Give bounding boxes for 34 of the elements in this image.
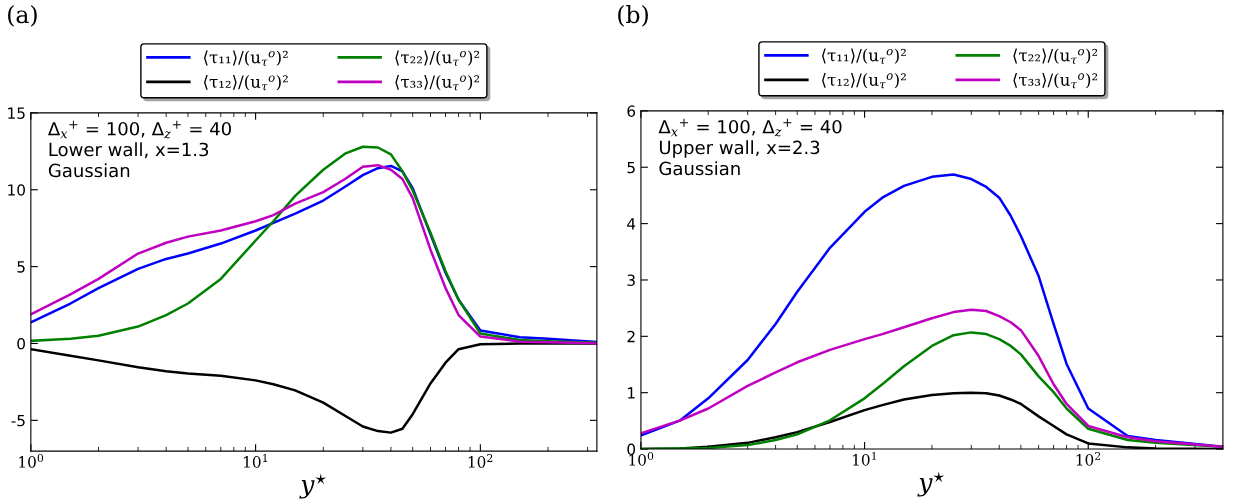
x-axis-title: y$^{⋆}$ [917, 471, 945, 497]
annotation: Lower wall, x=1.3 [49, 142, 209, 159]
y-tick-label: 15 [8, 107, 25, 119]
y-tick-label: 0 [17, 337, 25, 350]
legend-label: ⟨τ₁₂⟩/(u$_{τ}$$^{o}$)² [204, 75, 288, 91]
legend-label: ⟨τ₃₃⟩/(u$_{τ}$$^{o}$)² [395, 75, 480, 91]
annotation: Gaussian [659, 161, 740, 176]
y-tick-label: 10 [8, 184, 25, 196]
legend-label: ⟨τ₁₁⟩/(u$_{τ}$$^{o}$)² [822, 48, 906, 64]
annotation: Δ$_{x}$$^{+}$ = 100, Δ$_{z}$$^{+}$ = 40 [47, 120, 231, 139]
x-tick-label: 10$^{1}$ [853, 451, 877, 466]
y-tick-label: 5 [17, 261, 25, 273]
y-tick-label: 3 [627, 274, 635, 286]
legend-label: ⟨τ₁₂⟩/(u$_{τ}$$^{o}$)² [822, 72, 906, 89]
annotation: Δ$_{x}$$^{+}$ = 100, Δ$_{z}$$^{+}$ = 40 [658, 118, 842, 137]
legend-label: ⟨τ₂₂⟩/(u$_{τ}$$^{o}$)² [1013, 48, 1098, 64]
chart-title: (a) [8, 5, 37, 27]
annotation: Upper wall, x=2.3 [659, 140, 820, 158]
y-tick-label: 1 [628, 387, 635, 399]
y-tick-label: 2 [627, 330, 635, 343]
legend-label: ⟨τ₁₁⟩/(u$_{τ}$$^{o}$)² [204, 50, 288, 66]
x-tick-label: 10$^{2}$ [1076, 451, 1101, 466]
annotation: Gaussian [48, 163, 130, 178]
legend-label: ⟨τ₂₂⟩/(u$_{τ}$$^{o}$)² [395, 50, 480, 66]
x-tick-label: 10$^{1}$ [244, 453, 268, 468]
legend-label: ⟨τ₃₃⟩/(u$_{τ}$$^{o}$)² [1013, 72, 1098, 89]
y-tick-label: 4 [627, 218, 636, 230]
x-tick-label: 10$^{0}$ [19, 453, 44, 468]
y-tick-label: 5 [627, 161, 635, 174]
x-tick-label: 10$^{2}$ [468, 453, 493, 468]
y-tick-label: -5 [11, 415, 25, 427]
x-axis-title: y$^{⋆}$ [299, 473, 327, 499]
y-tick-label: 6 [627, 105, 636, 117]
chart-title: (b) [618, 5, 648, 27]
